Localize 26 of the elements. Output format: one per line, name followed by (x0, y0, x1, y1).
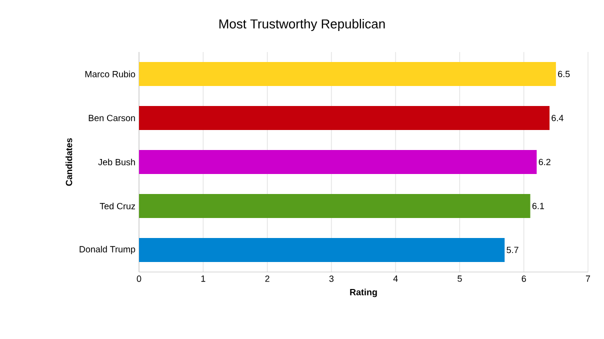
data-label: 6.2 (538, 158, 550, 166)
bar (139, 194, 530, 218)
data-label: 6.5 (558, 70, 570, 78)
data-label: 6.1 (532, 202, 544, 210)
bar (139, 106, 550, 130)
bar (139, 62, 556, 86)
x-tick-label: 1 (201, 276, 206, 282)
x-axis-title: Rating (350, 288, 377, 298)
x-tick-label: 0 (136, 276, 142, 282)
y-tick-label: Jeb Bush (98, 158, 135, 166)
y-tick-label: Donald Trump (80, 246, 136, 254)
chart-title: Most Trustworthy Republican (219, 18, 385, 32)
y-tick-label: Ted Cruz (100, 202, 136, 210)
x-tick-label: 6 (522, 276, 526, 282)
x-tick-label: 4 (393, 276, 398, 282)
x-tick-label: 7 (586, 276, 590, 282)
bar (139, 150, 537, 174)
bar (139, 238, 505, 262)
data-label: 6.4 (552, 114, 564, 122)
data-label: 5.7 (506, 246, 518, 254)
x-tick-label: 2 (265, 276, 270, 282)
y-tick-label: Ben Carson (88, 114, 135, 122)
y-tick-label: Marco Rubio (85, 70, 136, 78)
x-tick-label: 3 (329, 276, 334, 282)
x-tick-label: 5 (458, 276, 462, 282)
y-axis-title: Candidates (66, 138, 72, 186)
